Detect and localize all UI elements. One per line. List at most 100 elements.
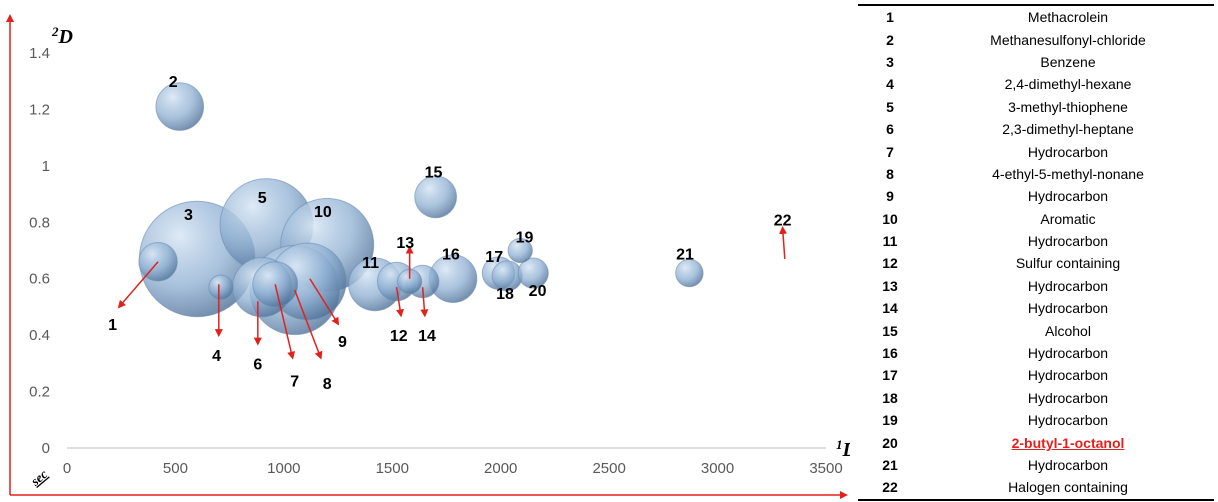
- legend-compound-name: Aromatic: [922, 208, 1214, 230]
- legend-compound-name: Sulfur containing: [922, 252, 1214, 274]
- legend-row: 20 2-butyl-1-octanol: [858, 431, 1214, 453]
- legend-number: 5: [858, 96, 922, 118]
- bubble-label-3: 3: [184, 207, 193, 224]
- bubble-label-9: 9: [338, 334, 347, 351]
- legend-compound-name: Hydrocarbon: [922, 387, 1214, 409]
- bubble-chart: 00.20.40.60.811.21.4 0 500 1000 1500 2000 250…: [0, 0, 850, 502]
- legend-row: 16 Hydrocarbon: [858, 342, 1214, 364]
- legend-row: 3 Benzene: [858, 51, 1214, 73]
- y-tick-label: 1.2: [29, 101, 50, 118]
- x-tick-label: 1000: [267, 460, 300, 477]
- bubble-label-6: 6: [253, 356, 262, 373]
- bubble-4: [209, 275, 233, 299]
- bubbles-layer: [139, 83, 703, 335]
- legend-compound-name: Methanesulfonyl-chloride: [922, 28, 1214, 50]
- bubble-label-8: 8: [323, 376, 332, 393]
- legend-row: 15 Alcohol: [858, 319, 1214, 341]
- legend-row: 9 Hydrocarbon: [858, 185, 1214, 207]
- compound-legend-table: 1 Methacrolein 2 Methanesulfonyl-chloride 3 B…: [858, 4, 1214, 501]
- legend-compound-name: 2-butyl-1-octanol: [922, 431, 1214, 453]
- y-tick-label: 0: [42, 440, 50, 457]
- y-tick-label: 0.8: [29, 214, 50, 231]
- pointer-arrow: [783, 228, 785, 259]
- legend-compound-name: 4-ethyl-5-methyl-nonane: [922, 163, 1214, 185]
- bubble-7: [253, 262, 298, 307]
- bubble-label-17: 17: [485, 249, 503, 266]
- y-tick-labels: 0 0.2 0.4 0.6 0.8 1 1.2 1.4: [29, 45, 50, 457]
- bubble-label-13: 13: [396, 235, 414, 252]
- legend-row: 11 Hydrocarbon: [858, 230, 1214, 252]
- legend-compound-name: Hydrocarbon: [922, 342, 1214, 364]
- bubble-label-21: 21: [676, 246, 694, 263]
- legend-row: 5 3-methyl-thiophene: [858, 96, 1214, 118]
- x-tick-label: 3000: [701, 460, 734, 477]
- legend-compound-name: Hydrocarbon: [922, 364, 1214, 386]
- y-axis-label: 2D: [51, 24, 73, 48]
- bubble-2: [156, 83, 204, 131]
- legend-row: 19 Hydrocarbon: [858, 409, 1214, 431]
- legend-number: 22: [858, 476, 922, 499]
- legend-row: 17 Hydrocarbon: [858, 364, 1214, 386]
- x-tick-labels: 0 500 1000 1500 2000 2500 3000 3500: [63, 460, 843, 477]
- bubble-label-22: 22: [774, 212, 792, 229]
- y-tick-label: 1.4: [29, 45, 50, 62]
- y-tick-label: 0.2: [29, 384, 50, 401]
- bubble-21: [676, 259, 703, 286]
- legend-number: 3: [858, 51, 922, 73]
- legend-number: 16: [858, 342, 922, 364]
- y-tick-label: 0.4: [29, 327, 50, 344]
- legend-compound-name: 2,4-dimethyl-hexane: [922, 73, 1214, 95]
- legend-compound-name: 3-methyl-thiophene: [922, 96, 1214, 118]
- legend-compound-name: Hydrocarbon: [922, 185, 1214, 207]
- legend-number: 13: [858, 275, 922, 297]
- x-tick-label: 2000: [484, 460, 517, 477]
- x-axis-label-base: D: [842, 439, 851, 461]
- bubble-label-16: 16: [442, 246, 460, 263]
- legend-compound-name: Alcohol: [922, 319, 1214, 341]
- legend-compound-name: Hydrocarbon: [922, 454, 1214, 476]
- x-tick-label: 500: [163, 460, 188, 477]
- bubble-label-12: 12: [390, 328, 408, 345]
- legend-number: 12: [858, 252, 922, 274]
- legend-row: 10 Aromatic: [858, 208, 1214, 230]
- legend-number: 17: [858, 364, 922, 386]
- x-tick-label: 0: [63, 460, 71, 477]
- legend-row: 7 Hydrocarbon: [858, 140, 1214, 162]
- legend-compound-name: Hydrocarbon: [922, 297, 1214, 319]
- unit-label: sec: [27, 466, 50, 489]
- legend-compound-name: Hydrocarbon: [922, 140, 1214, 162]
- x-tick-label: 3500: [809, 460, 842, 477]
- legend-number: 2: [858, 28, 922, 50]
- x-tick-label: 1500: [376, 460, 409, 477]
- legend-number: 19: [858, 409, 922, 431]
- legend-row: 2 Methanesulfonyl-chloride: [858, 28, 1214, 50]
- bubble-label-4: 4: [212, 348, 221, 365]
- legend-number: 15: [858, 319, 922, 341]
- bubble-label-2: 2: [169, 74, 178, 91]
- bubble-label-14: 14: [418, 328, 436, 345]
- legend-row: 12 Sulfur containing: [858, 252, 1214, 274]
- bubble-label-20: 20: [529, 283, 547, 300]
- bubble-label-5: 5: [258, 190, 267, 207]
- legend-row: 14 Hydrocarbon: [858, 297, 1214, 319]
- legend-number: 10: [858, 208, 922, 230]
- legend-compound-name: 2,3-dimethyl-heptane: [922, 118, 1214, 140]
- y-tick-label: 0.6: [29, 271, 50, 288]
- legend-number: 6: [858, 118, 922, 140]
- legend-compound-name: Methacrolein: [922, 5, 1214, 28]
- bubble-label-1: 1: [108, 317, 117, 334]
- legend-row: 4 2,4-dimethyl-hexane: [858, 73, 1214, 95]
- legend-number: 14: [858, 297, 922, 319]
- legend-row: 22 Halogen containing: [858, 476, 1214, 499]
- legend-compound-name: Halogen containing: [922, 476, 1214, 499]
- bubble-label-11: 11: [362, 255, 379, 272]
- legend-number: 8: [858, 163, 922, 185]
- x-tick-label: 2500: [592, 460, 625, 477]
- legend-compound-name: Benzene: [922, 51, 1214, 73]
- legend-row: 6 2,3-dimethyl-heptane: [858, 118, 1214, 140]
- legend-number: 7: [858, 140, 922, 162]
- bubble-label-19: 19: [516, 229, 534, 246]
- legend-number: 20: [858, 431, 922, 453]
- legend-row: 8 4-ethyl-5-methyl-nonane: [858, 163, 1214, 185]
- bubble-15: [415, 176, 457, 218]
